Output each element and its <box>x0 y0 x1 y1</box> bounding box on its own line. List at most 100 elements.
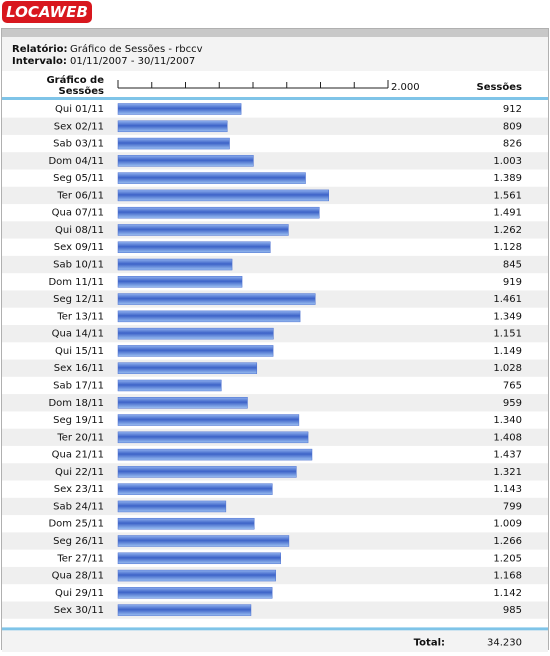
interval-value: 01/11/2007 - 30/11/2007 <box>70 56 195 67</box>
total-row <box>2 630 548 655</box>
value-label: 959 <box>503 398 522 409</box>
category-label: Qui 08/11 <box>55 225 104 236</box>
bar <box>117 466 297 478</box>
info-box <box>2 37 548 71</box>
category-label: Dom 25/11 <box>48 519 104 530</box>
value-label: 1.028 <box>493 363 522 374</box>
bar <box>117 500 227 513</box>
value-label: 1.003 <box>493 156 522 167</box>
bar <box>117 241 271 253</box>
bar <box>117 379 222 392</box>
category-label: Sab 17/11 <box>53 380 104 391</box>
total-label: Total: <box>414 637 445 648</box>
value-label: 845 <box>503 260 522 271</box>
separator <box>2 627 548 631</box>
category-label: Qui 01/11 <box>55 104 104 115</box>
value-label: 1.168 <box>493 571 522 582</box>
bar <box>117 397 248 409</box>
x-tick-label: 2.000 <box>391 82 420 93</box>
category-header: Gráfico de Sessões <box>46 74 104 97</box>
value-label: 1.321 <box>493 467 522 478</box>
value-label: 1.009 <box>493 519 522 530</box>
category-label: Ter 27/11 <box>56 553 104 564</box>
bar <box>117 414 300 426</box>
value-label: 1.389 <box>493 173 522 184</box>
bar <box>117 103 242 115</box>
value-label: 1.349 <box>493 311 522 322</box>
category-label: Sex 02/11 <box>54 121 104 132</box>
logo-box <box>2 1 92 23</box>
value-label: 1.142 <box>493 588 522 599</box>
bar <box>117 535 290 547</box>
category-label: Dom 11/11 <box>48 277 104 288</box>
bar <box>117 327 274 340</box>
interval-label: Intervalo: <box>12 56 67 67</box>
bar <box>117 258 233 271</box>
value-label: 1.143 <box>493 484 522 495</box>
category-label: Ter 06/11 <box>56 190 104 201</box>
bar <box>117 120 228 133</box>
value-label: 1.205 <box>493 553 522 564</box>
category-label: Sex 23/11 <box>54 484 104 495</box>
value-label: 1.262 <box>493 225 522 236</box>
category-label: Sab 03/11 <box>53 139 104 150</box>
category-label: Seg 05/11 <box>53 173 104 184</box>
value-label: 919 <box>503 277 522 288</box>
bar <box>117 483 273 495</box>
bar <box>117 206 320 219</box>
value-label: 1.408 <box>493 432 522 443</box>
value-label: 1.128 <box>493 242 522 253</box>
category-label: Ter 20/11 <box>56 432 104 443</box>
category-label: Qui 22/11 <box>55 467 104 478</box>
value-label: 1.266 <box>493 536 522 547</box>
value-label: 1.437 <box>493 450 522 461</box>
category-label: Seg 26/11 <box>53 536 104 547</box>
value-label: 826 <box>503 139 522 150</box>
bar <box>117 552 281 565</box>
category-label: Sex 09/11 <box>54 242 104 253</box>
report-label: Relatório: <box>12 43 68 55</box>
category-label: Sex 16/11 <box>54 363 104 374</box>
category-label: Sab 24/11 <box>53 501 104 512</box>
value-label: 809 <box>503 121 522 132</box>
total-value: 34.230 <box>487 637 522 648</box>
bar <box>117 310 301 323</box>
bar <box>117 155 254 167</box>
bar <box>117 224 289 236</box>
bar <box>117 587 273 599</box>
category-label: Seg 19/11 <box>53 415 104 426</box>
bar <box>117 172 306 184</box>
bar <box>117 345 274 357</box>
value-label: 1.461 <box>493 294 522 305</box>
value-label: 765 <box>503 380 522 391</box>
bar <box>117 517 255 530</box>
category-label: Sab 10/11 <box>53 260 104 271</box>
category-label: Seg 12/11 <box>53 294 104 305</box>
top-bar <box>2 29 548 37</box>
bar <box>117 137 230 150</box>
category-label: Dom 18/11 <box>48 398 104 409</box>
category-label: Qua 21/11 <box>52 450 104 461</box>
value-label: 1.340 <box>493 415 522 426</box>
category-label: Qua 07/11 <box>52 208 104 219</box>
category-label: Qui 15/11 <box>55 346 104 357</box>
value-label: 799 <box>503 501 522 512</box>
category-label: Qua 28/11 <box>52 571 104 582</box>
value-label: 1.149 <box>493 346 522 357</box>
logo[interactable]: LOCAWEB <box>6 3 88 21</box>
category-label: Dom 04/11 <box>48 156 104 167</box>
bar <box>117 293 316 305</box>
value-label: 1.491 <box>493 208 522 219</box>
category-label: Qua 14/11 <box>52 329 104 340</box>
bar <box>117 362 258 374</box>
bar <box>117 604 252 616</box>
value-label: 1.561 <box>493 190 522 201</box>
value-label: 912 <box>503 104 522 115</box>
bar <box>117 189 329 202</box>
category-label: Qui 29/11 <box>55 588 104 599</box>
bar <box>117 276 243 288</box>
bar <box>117 448 313 461</box>
value-label: 985 <box>503 605 522 616</box>
category-label: Sex 30/11 <box>54 605 104 616</box>
